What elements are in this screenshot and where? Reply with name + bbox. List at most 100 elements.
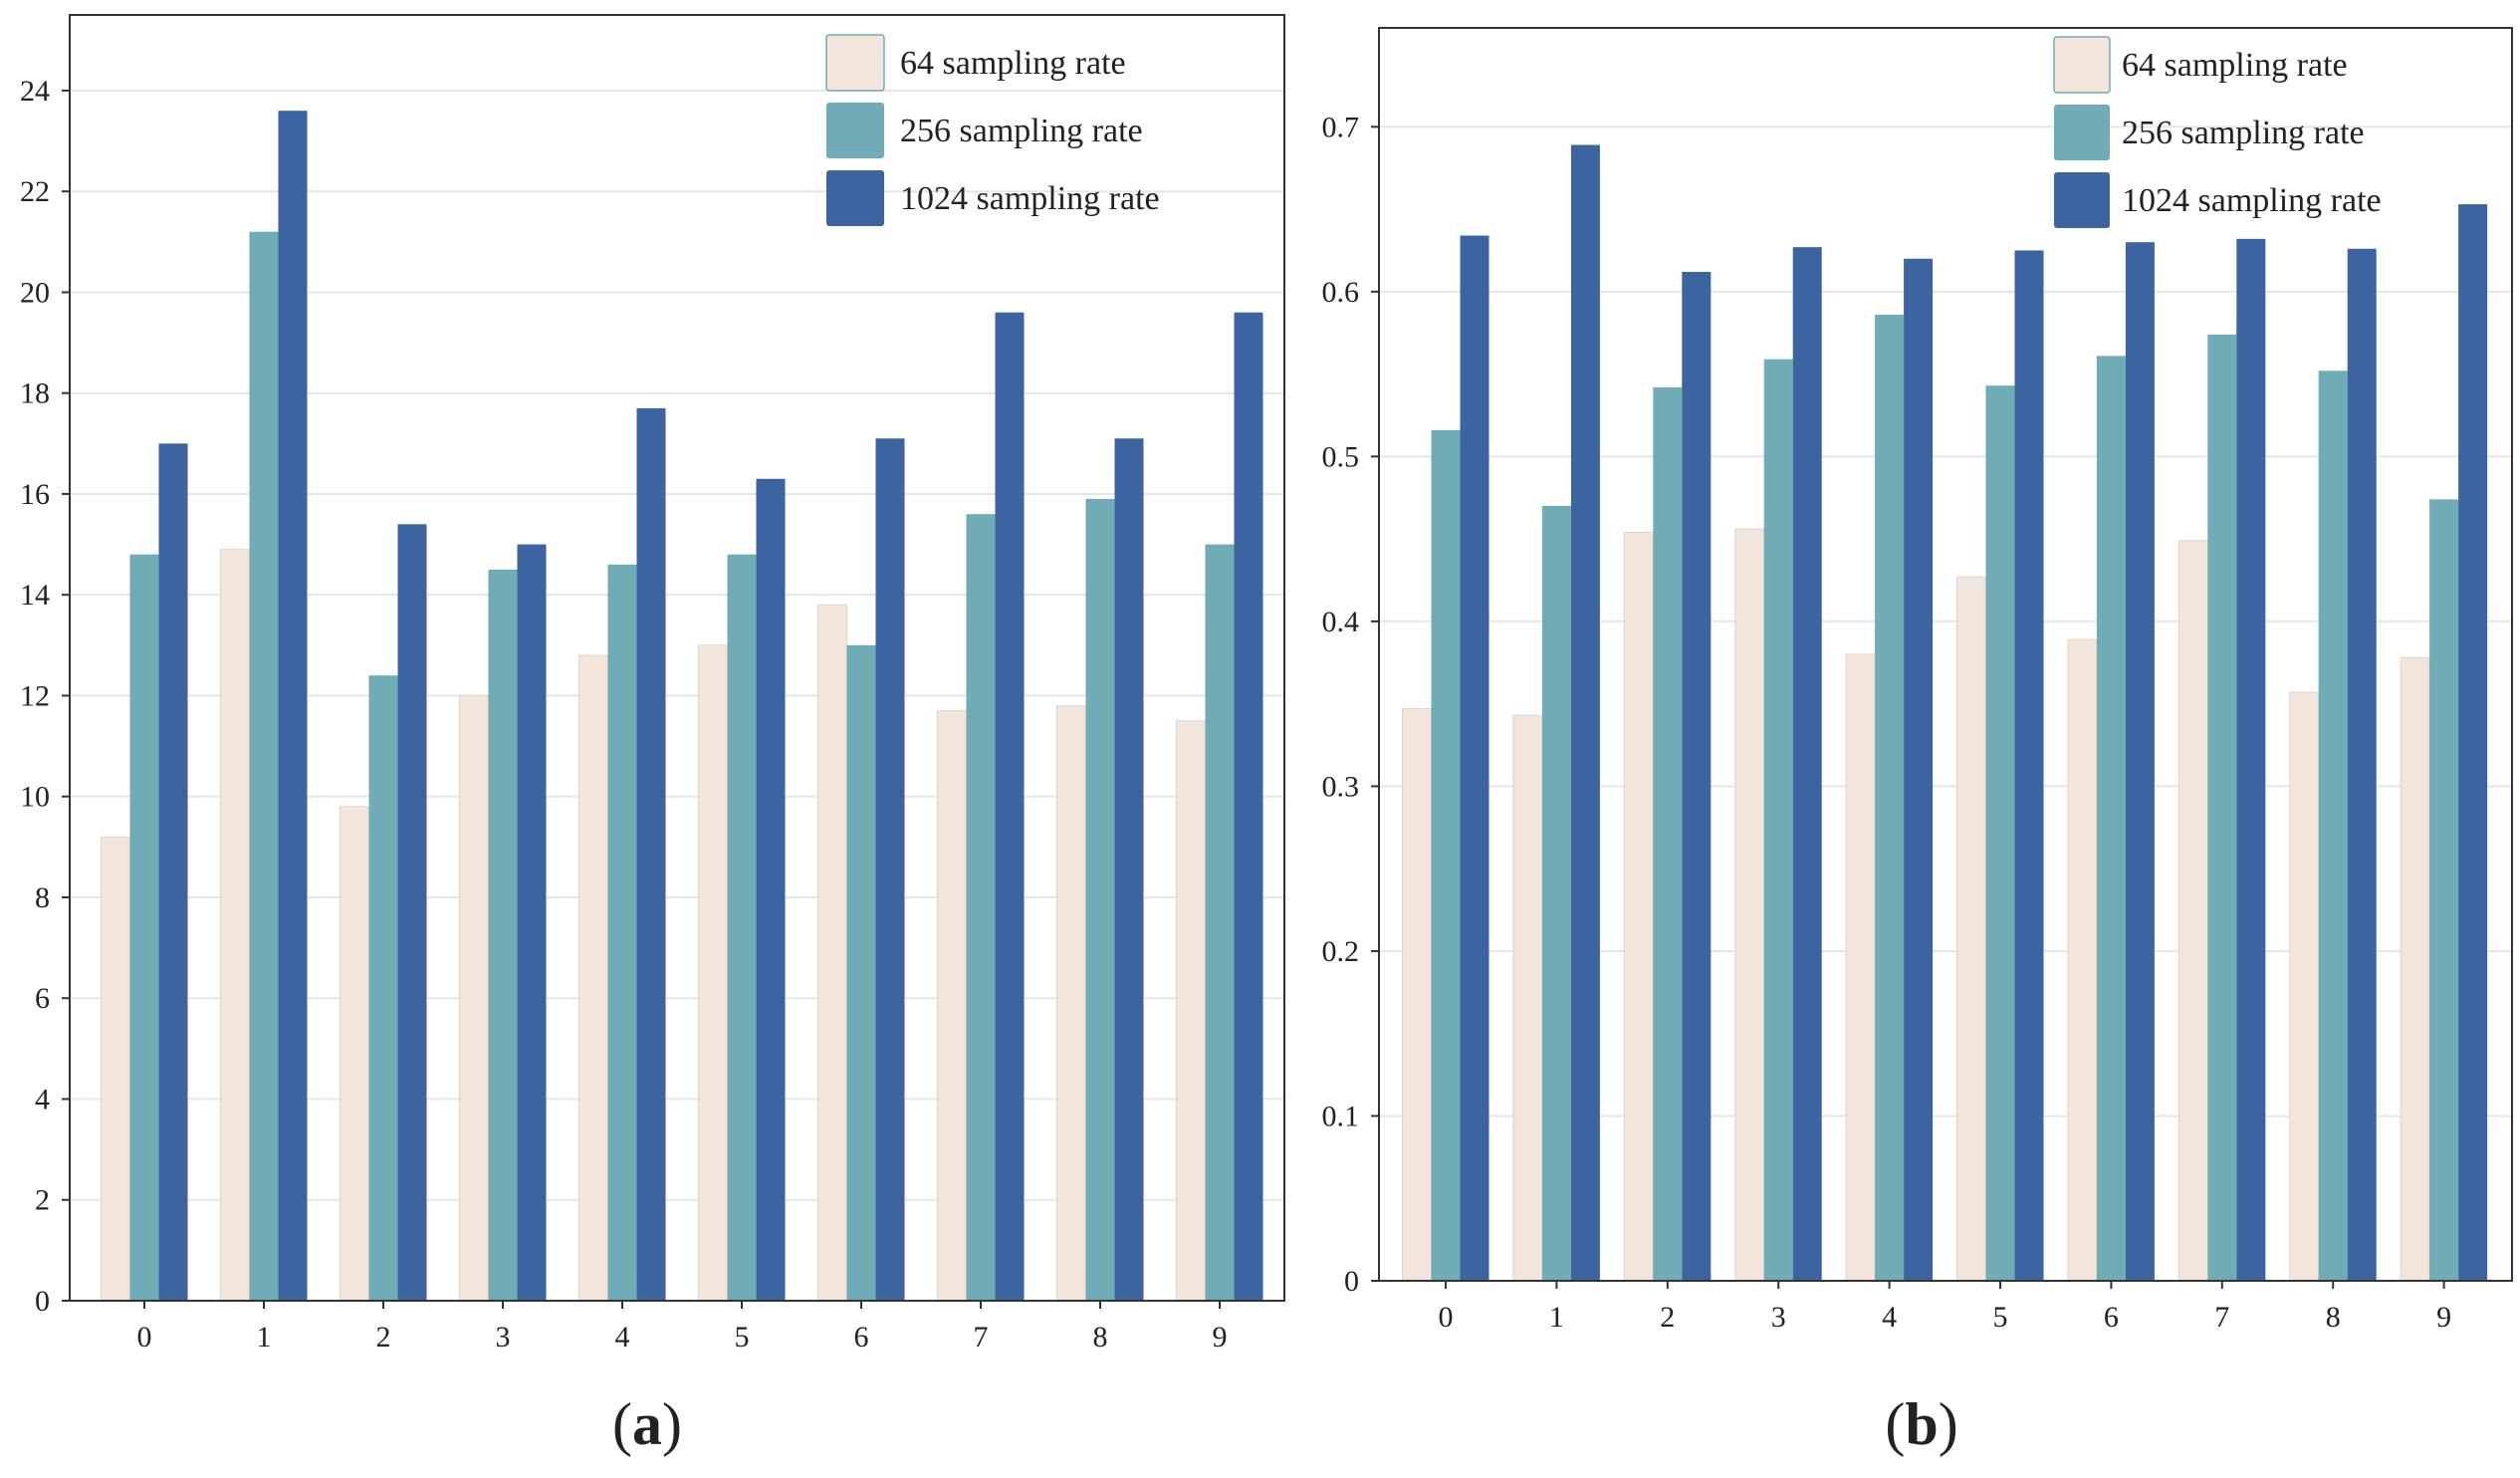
x-tick-label: 9	[2436, 1301, 2451, 1334]
y-tick-label: 0	[1344, 1265, 1359, 1298]
bar-64-cat-8	[1056, 705, 1086, 1302]
legend-swatch-256	[826, 103, 884, 158]
bar-1024-cat-2	[1682, 271, 1712, 1281]
bar-1024-cat-3	[517, 544, 547, 1301]
chart-panel-b: 0 0.1 0.2 0.3 0.4 0.5 0.6 0.7 0 1 2 3 4 5 6 7 8 9 64 sam…	[1322, 27, 2513, 1457]
bar-64-cat-6	[2067, 638, 2098, 1282]
bar-256-cat-4	[1875, 315, 1905, 1282]
bar-1024-cat-3	[1792, 247, 1822, 1281]
bar-256-cat-9	[2429, 499, 2459, 1281]
bar-64-cat-7	[2177, 540, 2208, 1282]
bar-1024-cat-5	[756, 478, 786, 1301]
x-tick-label: 9	[1213, 1321, 1228, 1354]
x-tick-label: 3	[1771, 1301, 1786, 1334]
bar-64-cat-2	[1623, 532, 1654, 1282]
caption-letter-a: a	[632, 1391, 662, 1457]
y-ticks-b: 0 0.1 0.2 0.3 0.4 0.5 0.6 0.7	[1322, 111, 1379, 1298]
panel-caption-b: (b)	[1885, 1391, 1957, 1457]
bar-256-cat-3	[1763, 359, 1793, 1281]
plot-frame-b	[1378, 27, 2513, 1282]
x-tick-label: 6	[854, 1321, 869, 1354]
y-tick-label: 20	[20, 276, 50, 309]
legend-swatch-1024	[2054, 172, 2110, 228]
bar-256-cat-2	[368, 675, 398, 1301]
bar-1024-cat-6	[2125, 242, 2155, 1281]
bar-64-cat-6	[817, 604, 847, 1302]
x-ticks-b: 0 1 2 3 4 5 6 7 8 9	[1439, 1281, 2451, 1334]
caption-letter-b: b	[1905, 1391, 1938, 1457]
bar-64-cat-9	[1176, 720, 1206, 1302]
panel-caption-a: (a)	[612, 1391, 682, 1457]
legend-label-64: 64 sampling rate	[900, 45, 1126, 82]
bar-64-cat-5	[1956, 576, 1986, 1282]
bar-1024-cat-6	[875, 438, 905, 1301]
bar-64-cat-3	[459, 694, 489, 1302]
bar-64-cat-9	[2400, 656, 2430, 1282]
bar-64-cat-3	[1734, 528, 1765, 1282]
y-tick-label: 14	[20, 579, 50, 612]
bar-1024-cat-1	[278, 111, 308, 1302]
bar-256-cat-1	[249, 231, 279, 1302]
x-tick-label: 2	[376, 1321, 391, 1354]
x-tick-label: 3	[496, 1321, 511, 1354]
bar-256-cat-5	[1985, 385, 2015, 1281]
caption-open-a: (	[612, 1391, 632, 1457]
bar-256-cat-0	[129, 554, 159, 1301]
bar-64-cat-2	[340, 806, 369, 1302]
y-tick-label: 0.3	[1322, 770, 1360, 803]
y-tick-label: 6	[35, 982, 50, 1015]
bar-1024-cat-7	[2236, 238, 2266, 1282]
bar-64-cat-0	[1402, 708, 1432, 1282]
bar-256-cat-6	[2096, 356, 2126, 1282]
y-tick-label: 0.6	[1322, 276, 1360, 309]
bar-1024-cat-9	[2458, 204, 2488, 1281]
legend-swatch-64	[2053, 36, 2111, 94]
y-tick-label: 0.1	[1322, 1100, 1360, 1132]
bar-256-cat-0	[1431, 429, 1461, 1281]
x-tick-label: 5	[1993, 1301, 2008, 1334]
y-tick-label: 10	[20, 781, 50, 814]
bar-256-cat-9	[1205, 544, 1235, 1301]
y-tick-label: 0.4	[1322, 606, 1360, 638]
bar-256-cat-6	[846, 644, 876, 1301]
legend-label-1024: 1024 sampling rate	[2122, 182, 2382, 219]
x-tick-label: 8	[2326, 1301, 2341, 1334]
bar-256-cat-4	[607, 564, 637, 1301]
legend-label-64: 64 sampling rate	[2122, 47, 2348, 84]
caption-open-b: (	[1885, 1391, 1905, 1457]
x-tick-label: 5	[735, 1321, 750, 1354]
y-tick-label: 12	[20, 679, 50, 712]
bar-1024-cat-0	[158, 443, 188, 1301]
x-ticks-a: 0 1 2 3 4 5 6 7 8 9	[137, 1301, 1228, 1354]
bar-256-cat-1	[1541, 506, 1571, 1281]
bar-1024-cat-9	[1234, 312, 1263, 1301]
x-tick-label: 8	[1093, 1321, 1108, 1354]
y-tick-label: 0.2	[1322, 935, 1360, 968]
x-tick-label: 7	[2214, 1301, 2229, 1334]
bar-1024-cat-8	[2347, 248, 2377, 1281]
x-tick-label: 2	[1660, 1301, 1675, 1334]
caption-close-b: )	[1939, 1391, 1958, 1457]
y-tick-label: 4	[35, 1083, 50, 1115]
bar-1024-cat-4	[636, 407, 666, 1301]
bar-64-cat-0	[101, 836, 130, 1302]
bar-256-cat-7	[966, 514, 996, 1301]
y-tick-label: 8	[35, 881, 50, 914]
bar-1024-cat-7	[995, 312, 1025, 1301]
x-tick-label: 1	[257, 1321, 272, 1354]
bar-1024-cat-4	[1904, 258, 1934, 1282]
bar-64-cat-5	[698, 644, 728, 1302]
x-tick-label: 6	[2104, 1301, 2119, 1334]
bar-64-cat-7	[937, 710, 967, 1302]
plot-frame-a	[69, 14, 1285, 1302]
bar-1024-cat-1	[1570, 144, 1600, 1281]
bar-256-cat-2	[1653, 386, 1683, 1281]
bar-256-cat-8	[2318, 370, 2348, 1281]
x-tick-label: 0	[1439, 1301, 1454, 1334]
x-tick-label: 4	[615, 1321, 630, 1354]
y-tick-label: 0.5	[1322, 440, 1360, 473]
x-tick-label: 0	[137, 1321, 152, 1354]
